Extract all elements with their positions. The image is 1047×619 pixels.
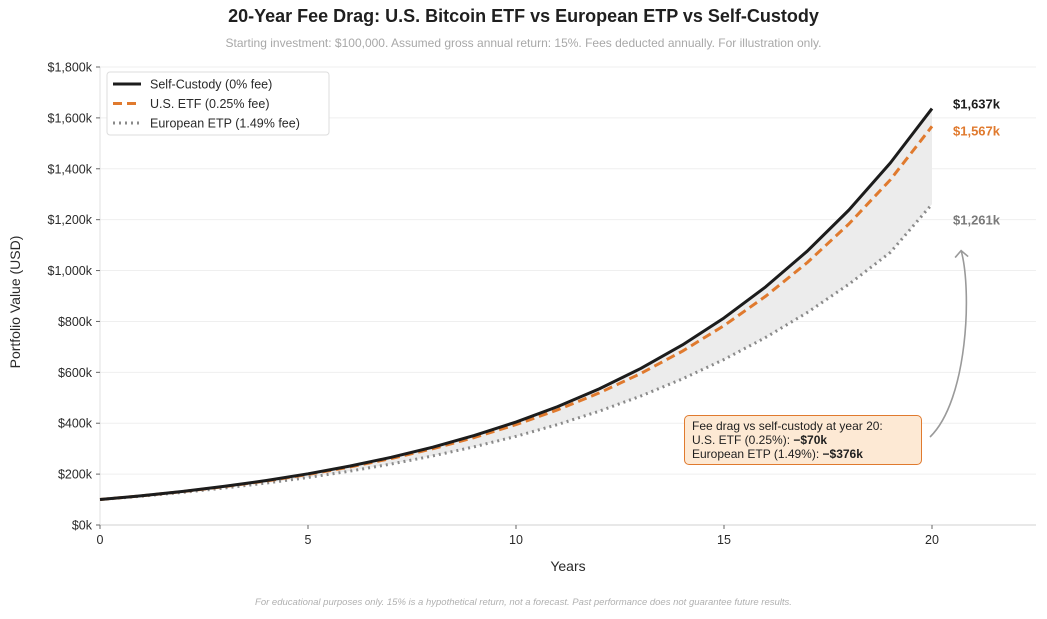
y-tick-label: $800k: [58, 315, 93, 329]
footnote: For educational purposes only. 15% is a …: [255, 597, 792, 608]
y-tick-label: $1,000k: [48, 264, 93, 278]
y-tick-label: $1,200k: [48, 213, 93, 227]
y-tick-label: $0k: [72, 519, 93, 533]
legend-box: [106, 71, 330, 136]
series-line-european-etp: [99, 203, 934, 502]
annotation-etf-value: −$70k: [793, 433, 828, 447]
annotation-etf-label: U.S. ETF (0.25%):: [692, 433, 794, 447]
end-label: $1,261k: [953, 213, 1001, 228]
legend-label: U.S. ETF (0.25% fee): [150, 97, 269, 111]
x-tick-label: 10: [509, 533, 523, 547]
x-tick-label: 15: [717, 533, 731, 547]
fee-drag-annotation: Fee drag vs self-custody at year 20: U.S…: [684, 415, 922, 465]
x-tick-label: 20: [925, 533, 939, 547]
annotation-etp-label: European ETP (1.49%):: [692, 447, 823, 461]
x-tick-label: 5: [305, 533, 312, 547]
annotation-arrowhead: [954, 249, 969, 259]
x-tick-label: 0: [97, 533, 104, 547]
legend-label: Self-Custody (0% fee): [150, 78, 272, 92]
y-axis-title: Portfolio Value (USD): [7, 236, 23, 369]
series-lines: [99, 107, 934, 502]
end-labels: $1,637k $1,567k $1,261k: [953, 97, 1001, 228]
x-axis-title: Years: [550, 558, 585, 574]
series-line-us-etf: [99, 125, 934, 502]
fee-drag-shaded-region: [100, 108, 932, 500]
annotation-line-1: Fee drag vs self-custody at year 20:: [692, 419, 883, 433]
axes: [99, 67, 1036, 526]
series-line-self-custody: [99, 107, 934, 502]
annotation-etp-value: −$376k: [822, 447, 863, 461]
y-tick-label: $1,800k: [48, 61, 93, 75]
chart-title: 20-Year Fee Drag: U.S. Bitcoin ETF vs Eu…: [228, 6, 819, 26]
annotation-arrow: [929, 250, 968, 438]
y-tick-label: $400k: [58, 417, 93, 431]
legend: Self-Custody (0% fee) U.S. ETF (0.25% fee…: [106, 71, 330, 136]
y-tick-label: $1,600k: [48, 111, 93, 125]
annotation-line-3: European ETP (1.49%): −$376k: [692, 447, 914, 461]
y-tick-label: $200k: [58, 468, 93, 482]
end-label: $1,637k: [953, 97, 1001, 112]
y-tick-label: $600k: [58, 366, 93, 380]
legend-label: European ETP (1.49% fee): [150, 117, 300, 131]
x-axis-ticks: 0 5 10 15 20: [97, 525, 939, 547]
annotation-line-2: U.S. ETF (0.25%): −$70k: [692, 433, 914, 447]
y-axis-ticks: $0k $200k $400k $600k $800k $1,000k $1,200k $1,…: [48, 61, 100, 533]
y-tick-label: $1,400k: [48, 162, 93, 176]
end-label: $1,567k: [953, 124, 1001, 139]
chart-subtitle: Starting investment: $100,000. Assumed g…: [225, 36, 822, 50]
